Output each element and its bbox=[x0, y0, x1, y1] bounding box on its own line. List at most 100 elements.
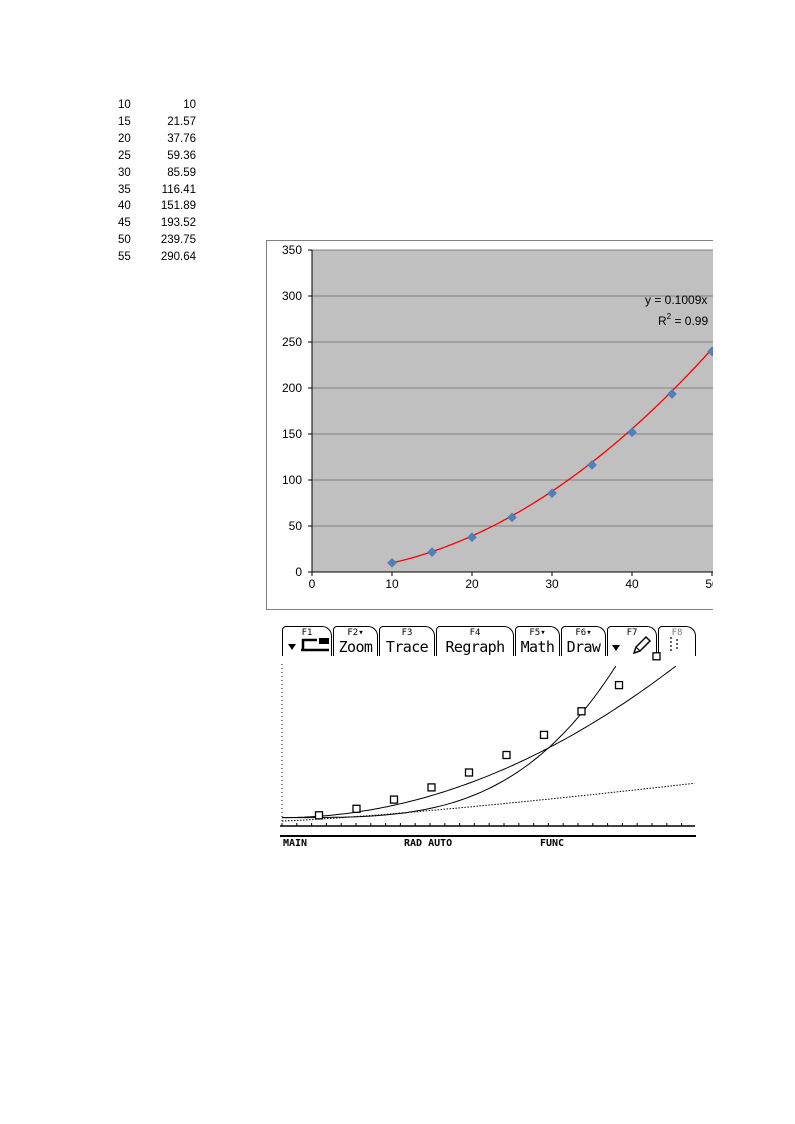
menu-tab-key: F3 bbox=[401, 628, 413, 638]
x-tick-labels: 0 10 20 30 40 50 bbox=[309, 577, 713, 591]
pencil-icon bbox=[612, 635, 652, 655]
y-tick-label: 350 bbox=[282, 243, 302, 257]
x-tick-label: 50 bbox=[705, 577, 713, 591]
data-point-marker bbox=[387, 557, 397, 568]
table-row: 20 37.76 bbox=[112, 131, 196, 148]
table-row: 35 116.41 bbox=[112, 182, 196, 199]
y-value-cell: 37.76 bbox=[167, 132, 196, 145]
y-value-cell: 116.41 bbox=[161, 183, 196, 196]
x-value-cell: 35 bbox=[118, 183, 131, 196]
excel-chart-svg: 0 50 100 150 200 250 300 350 0 10 20 30 40 50 y = 0.… bbox=[266, 240, 713, 610]
menu-tab-f2[interactable]: F2▾ Zoom bbox=[333, 626, 378, 656]
r-squared-label: R2 = 0.99 bbox=[658, 312, 708, 328]
trendline-equation: y = 0.1009x bbox=[645, 293, 707, 307]
table-row: 15 21.57 bbox=[112, 114, 196, 131]
excel-scatter-chart: 0 50 100 150 200 250 300 350 0 10 20 30 40 50 y = 0.… bbox=[266, 240, 713, 610]
menu-tab-f5[interactable]: F5▾ Math bbox=[515, 626, 560, 656]
y-tick-label: 300 bbox=[282, 289, 302, 303]
dotted-pattern-icon bbox=[670, 637, 678, 653]
menu-tab-f1[interactable]: F1 bbox=[282, 626, 332, 656]
y-tick-label: 250 bbox=[282, 335, 302, 349]
y-tick-label: 50 bbox=[289, 519, 303, 533]
square-marker bbox=[427, 783, 436, 792]
gridlines bbox=[308, 249, 713, 573]
data-point-marker bbox=[667, 389, 677, 399]
calculator-screen: F1 F2▾ Zoom F3 Trace F4 Regraph F5▾ Math F6▾ Draw F… bbox=[280, 626, 698, 852]
trendline bbox=[391, 346, 713, 564]
status-graph-mode: FUNC bbox=[540, 838, 565, 849]
status-mode: RAD AUTO bbox=[404, 838, 453, 849]
x-value-cell: 55 bbox=[118, 251, 131, 264]
x-tick-label: 40 bbox=[625, 577, 639, 591]
menu-tab-key: F4 bbox=[469, 628, 481, 638]
regression-curve-steep bbox=[282, 665, 617, 819]
x-value-cell: 10 bbox=[118, 99, 131, 111]
regression-curve-flat bbox=[281, 782, 695, 822]
menu-tab-key: F2▾ bbox=[347, 628, 364, 638]
square-marker bbox=[389, 795, 399, 804]
data-point-marker bbox=[507, 512, 517, 523]
y-value-cell: 10 bbox=[183, 99, 196, 111]
table-row: 10 10 bbox=[112, 97, 196, 114]
x-tick-label: 10 bbox=[385, 577, 399, 591]
table-row: 40 151.89 bbox=[112, 198, 196, 215]
x-value-cell: 20 bbox=[118, 132, 131, 145]
menu-tab-label: Regraph bbox=[445, 638, 505, 656]
axes bbox=[311, 250, 713, 576]
y-tick-label: 200 bbox=[282, 381, 302, 395]
x-value-cell: 30 bbox=[118, 166, 131, 179]
calculator-graph-svg bbox=[280, 652, 696, 837]
menu-tab-label: Trace bbox=[385, 638, 429, 656]
y-value-cell: 59.36 bbox=[167, 149, 196, 162]
plot-markers bbox=[314, 652, 661, 820]
menu-tab-key: F7 bbox=[626, 628, 638, 638]
menu-tab-key: F6▾ bbox=[575, 628, 592, 638]
menu-tab-key: F1 bbox=[301, 628, 313, 638]
r-squared-sup: 2 bbox=[667, 312, 672, 321]
tools-icon bbox=[288, 638, 329, 652]
y-value-cell: 21.57 bbox=[167, 115, 196, 128]
x-tick-label: 0 bbox=[309, 577, 316, 591]
menu-tab-label: Math bbox=[520, 638, 555, 656]
y-tick-labels: 0 50 100 150 200 250 300 350 bbox=[282, 243, 302, 579]
menu-tab-f6[interactable]: F6▾ Draw bbox=[561, 626, 606, 656]
table-row: 45 193.52 bbox=[112, 215, 196, 232]
r-squared-value: = 0.99 bbox=[671, 314, 708, 328]
menu-tab-f4[interactable]: F4 Regraph bbox=[436, 626, 514, 656]
status-folder: MAIN bbox=[283, 838, 308, 849]
menu-tab-f3[interactable]: F3 Trace bbox=[379, 626, 435, 656]
data-markers bbox=[387, 346, 713, 568]
square-marker bbox=[314, 811, 324, 820]
r-squared-prefix: R bbox=[658, 314, 667, 328]
menu-tab-f8[interactable]: F8 bbox=[658, 626, 696, 656]
data-point-marker bbox=[547, 488, 557, 499]
data-point-marker bbox=[587, 460, 597, 470]
y-value-cell: 85.59 bbox=[167, 166, 196, 179]
square-marker bbox=[352, 804, 361, 813]
square-marker bbox=[652, 652, 661, 661]
data-point-marker bbox=[627, 427, 637, 438]
y-value-cell: 193.52 bbox=[160, 217, 196, 230]
data-point-marker bbox=[427, 547, 437, 558]
square-marker bbox=[502, 750, 511, 760]
menu-tab-key: F8 bbox=[671, 628, 683, 638]
data-table-body: 10 10 15 21.57 20 37.76 25 59.36 30 85.59 35 116.41… bbox=[112, 97, 196, 266]
regression-curve-power bbox=[282, 665, 677, 819]
x-tick-label: 30 bbox=[545, 577, 559, 591]
data-point-marker bbox=[707, 346, 713, 357]
y-value-cell: 239.75 bbox=[160, 234, 196, 247]
menu-tab-label: Zoom bbox=[338, 638, 373, 656]
y-tick-label: 150 bbox=[282, 427, 302, 441]
y-tick-label: 100 bbox=[282, 473, 302, 487]
square-marker bbox=[539, 730, 549, 740]
menu-tab-key: F5▾ bbox=[529, 628, 546, 638]
y-tick-label: 0 bbox=[295, 565, 302, 579]
square-marker bbox=[614, 680, 624, 690]
x-axis-ticks bbox=[281, 823, 683, 826]
x-value-cell: 45 bbox=[118, 217, 131, 230]
square-marker bbox=[464, 768, 474, 777]
table-row: 25 59.36 bbox=[112, 148, 196, 165]
x-value-cell: 25 bbox=[118, 149, 131, 162]
menu-tab-f7[interactable]: F7 bbox=[607, 626, 657, 656]
x-value-cell: 15 bbox=[118, 115, 131, 128]
